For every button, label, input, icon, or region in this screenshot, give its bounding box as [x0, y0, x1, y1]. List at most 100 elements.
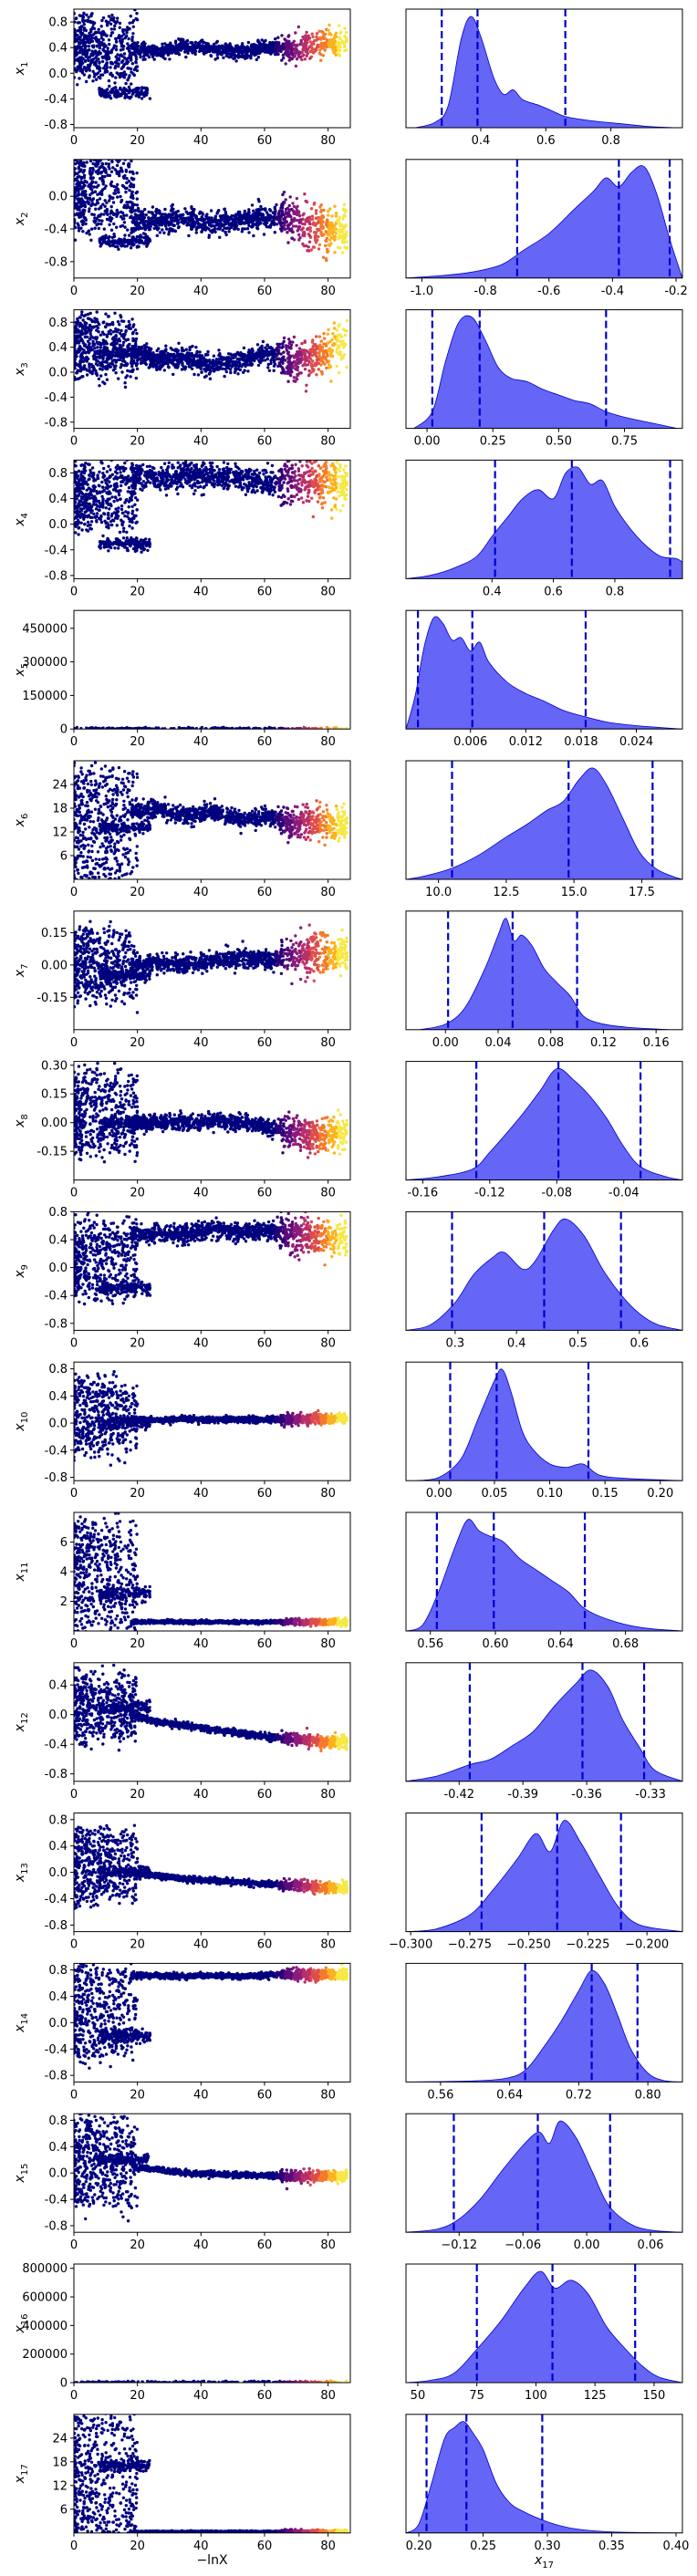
- trace-point: [99, 92, 103, 96]
- trace-point: [275, 203, 278, 207]
- trace-point: [91, 57, 96, 61]
- trace-point: [295, 206, 298, 210]
- trace-point: [147, 239, 151, 243]
- trace-point: [77, 226, 80, 230]
- trace-point: [259, 208, 263, 212]
- trace-point: [131, 25, 135, 28]
- trace-point: [284, 198, 287, 202]
- trace-point: [268, 46, 272, 49]
- trace-point: [129, 184, 133, 189]
- trace-point: [95, 44, 99, 47]
- trace-point: [259, 222, 263, 225]
- trace-point: [297, 51, 302, 55]
- trace-point: [120, 67, 123, 70]
- trace-point: [319, 210, 323, 213]
- trace-point: [74, 349, 77, 353]
- trace-point: [116, 156, 119, 159]
- trace-point: [212, 42, 216, 47]
- trace-point: [251, 223, 255, 226]
- trace-point: [191, 46, 194, 49]
- trace-point: [135, 197, 139, 201]
- trace-point: [109, 60, 113, 65]
- trace-point: [107, 38, 111, 42]
- trace-point: [150, 219, 153, 223]
- trace-point: [109, 244, 112, 248]
- trace-point: [137, 240, 140, 244]
- trace-point: [133, 67, 138, 70]
- trace-point: [330, 232, 334, 235]
- trace-point: [300, 43, 305, 47]
- trace-point: [90, 12, 94, 16]
- trace-point: [217, 219, 221, 223]
- trace-point: [114, 39, 119, 44]
- trace-point: [131, 32, 135, 36]
- trace-point: [118, 26, 121, 29]
- trace-point: [304, 218, 308, 222]
- trace-point: [103, 381, 107, 386]
- trace-point: [115, 185, 119, 190]
- trace-point: [289, 227, 294, 231]
- trace-point: [101, 44, 106, 47]
- trace-point: [122, 319, 126, 323]
- trace-point: [145, 88, 149, 92]
- trace-point: [177, 37, 181, 41]
- trace-point: [276, 43, 280, 47]
- trace-point: [130, 43, 133, 47]
- trace-point: [304, 49, 307, 53]
- trace-point: [222, 56, 225, 59]
- trace-point: [226, 216, 230, 220]
- posterior-panel-1: 0.4 0.6 0.8: [405, 8, 683, 148]
- trace-point: [103, 55, 107, 58]
- trace-point: [84, 194, 88, 198]
- trace-point: [134, 376, 138, 380]
- trace-point: [81, 57, 85, 60]
- trace-point: [99, 213, 103, 216]
- trace-point: [212, 354, 216, 358]
- trace-point: [91, 364, 96, 369]
- trace-point: [128, 53, 131, 57]
- trace-point: [127, 56, 130, 60]
- trace-point: [197, 42, 201, 46]
- trace-point: [126, 67, 130, 70]
- trace-point: [90, 213, 94, 216]
- trace-point: [90, 171, 94, 175]
- trace-point: [178, 43, 182, 47]
- trace-point: [91, 79, 95, 83]
- trace-point: [192, 213, 196, 217]
- trace-point: [200, 218, 203, 222]
- trace-point: [82, 365, 87, 369]
- trace-point: [131, 183, 136, 187]
- trace-point: [118, 345, 122, 348]
- trace-point: [74, 167, 77, 171]
- trace-point: [117, 377, 120, 380]
- x-tick-label: -0.8: [473, 285, 496, 298]
- trace-point: [204, 50, 208, 55]
- trace-point: [339, 228, 343, 232]
- trace-point: [213, 229, 216, 233]
- trace-point: [280, 211, 284, 214]
- trace-point: [88, 186, 92, 191]
- trace-point: [296, 55, 301, 58]
- trace-point: [145, 244, 149, 248]
- trace-point: [254, 48, 257, 52]
- trace-point: [127, 234, 131, 237]
- trace-point: [315, 345, 318, 348]
- trace-point: [323, 48, 327, 52]
- trace-point: [120, 198, 124, 203]
- trace-point: [120, 352, 125, 356]
- trace-point: [80, 61, 84, 66]
- trace-point: [84, 151, 87, 154]
- trace-point: [108, 223, 111, 226]
- trace-point: [127, 200, 131, 204]
- trace-point: [91, 197, 96, 201]
- trace-point: [255, 343, 260, 347]
- trace-point: [266, 362, 270, 367]
- trace-point: [319, 58, 323, 62]
- trace-point: [164, 224, 168, 228]
- trace-point: [341, 251, 345, 254]
- trace-point: [296, 219, 300, 223]
- trace-point: [319, 339, 323, 343]
- trace-point: [303, 192, 307, 196]
- trace-point: [135, 68, 140, 73]
- trace-point: [79, 47, 84, 51]
